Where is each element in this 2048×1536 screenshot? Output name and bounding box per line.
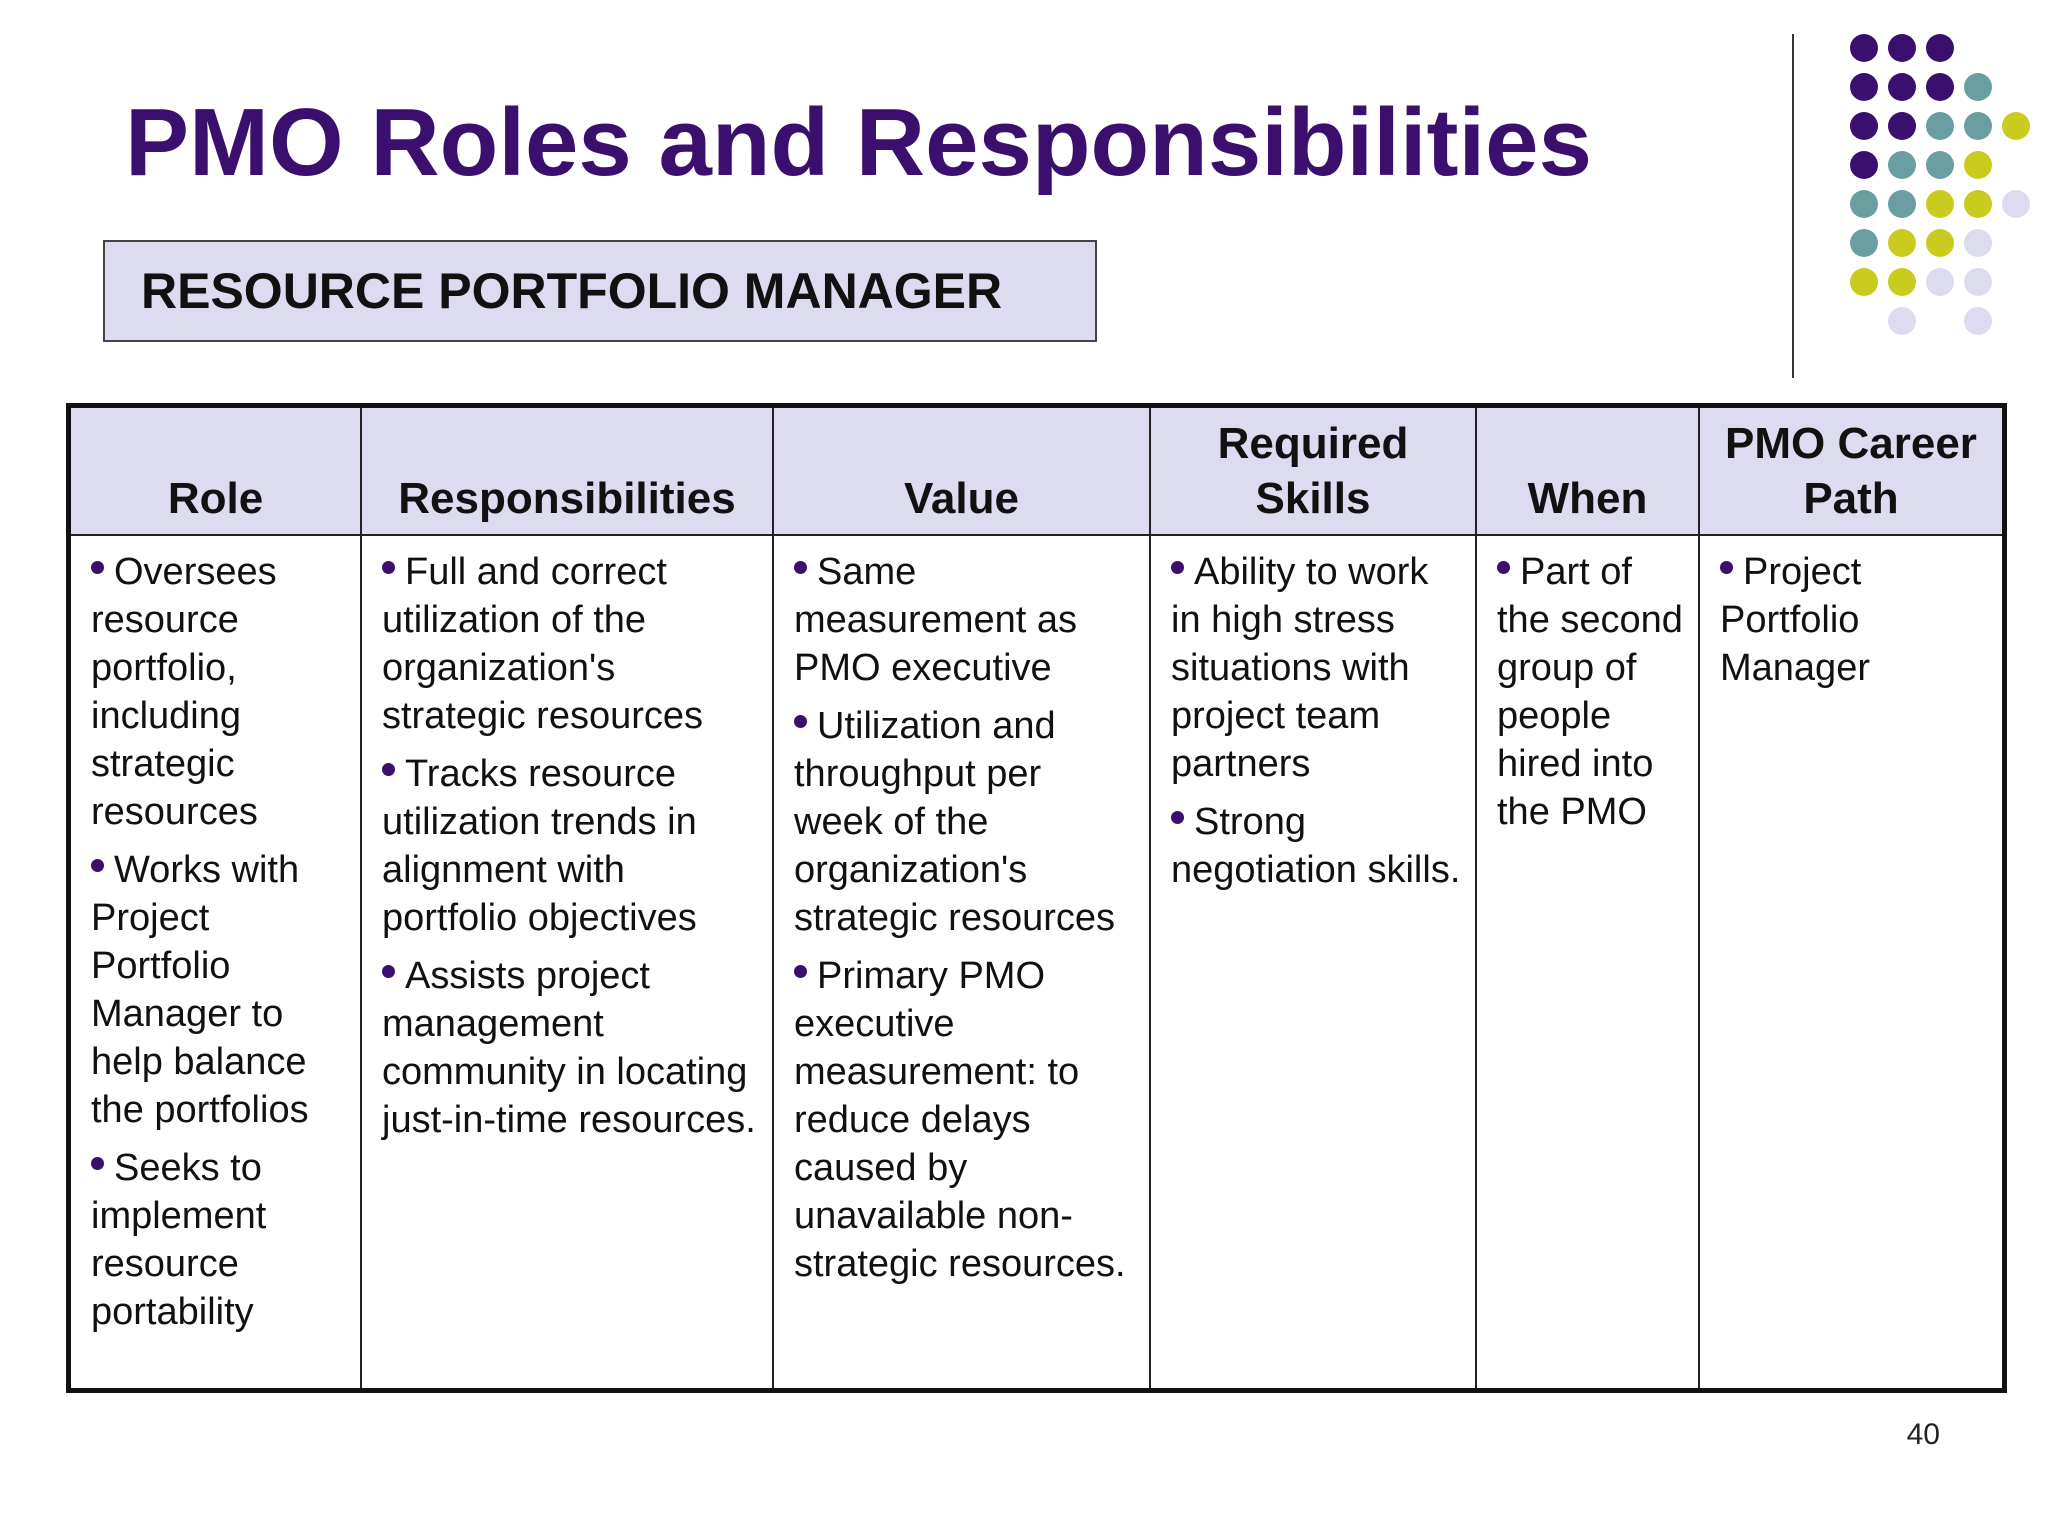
bullet-item: Ability to work in high stress situation… <box>1171 548 1465 788</box>
subtitle: RESOURCE PORTFOLIO MANAGER <box>141 263 1003 319</box>
decorative-dot <box>1888 307 1916 335</box>
bullet-text: Strong negotiation skills. <box>1171 801 1461 891</box>
decorative-dot <box>1888 268 1916 296</box>
bullet-item: Seeks to implement resource portability <box>91 1144 350 1336</box>
bullet-icon <box>1720 561 1733 575</box>
decorative-dot <box>1926 268 1954 296</box>
decorative-dot <box>1888 34 1916 62</box>
header-when: When <box>1477 408 1700 536</box>
decorative-dot <box>1964 229 1992 257</box>
cell-responsibilities: Full and correct utilization of the orga… <box>362 536 774 1388</box>
cell-required-skills: Ability to work in high stress situation… <box>1151 536 1477 1388</box>
decorative-dot <box>1850 34 1878 62</box>
decorative-dot <box>1888 190 1916 218</box>
bullet-item: Part of the second group of people hired… <box>1497 548 1688 836</box>
bullet-item: Full and correct utilization of the orga… <box>382 548 762 740</box>
bullet-text: Same measurement as PMO executive <box>794 551 1078 689</box>
decorative-dot <box>1964 73 1992 101</box>
bullet-text: Utilization and throughput per week of t… <box>794 705 1116 939</box>
bullet-icon <box>1171 561 1184 575</box>
bullet-item: Assists project management community in … <box>382 952 762 1144</box>
bullet-icon <box>382 965 395 979</box>
bullet-icon <box>794 561 807 575</box>
bullet-text: Seeks to implement resource portability <box>91 1147 267 1333</box>
header-career-path: PMO Career Path <box>1700 408 2002 536</box>
decorative-dot <box>1850 268 1878 296</box>
decorative-dot <box>1964 190 1992 218</box>
decorative-dot <box>1850 112 1878 140</box>
bullet-item: Same measurement as PMO executive <box>794 548 1139 692</box>
header-value: Value <box>774 408 1151 536</box>
bullet-text: Assists project management community in … <box>382 955 756 1141</box>
bullet-icon <box>1497 561 1510 575</box>
cell-career-path: Project Portfolio Manager <box>1700 536 2002 1388</box>
bullet-icon <box>382 763 395 777</box>
decorative-dot <box>1850 229 1878 257</box>
bullet-text: Primary PMO executive measurement: to re… <box>794 955 1126 1285</box>
bullet-icon <box>794 715 807 729</box>
bullet-text: Full and correct utilization of the orga… <box>382 551 704 737</box>
bullet-item: Utilization and throughput per week of t… <box>794 702 1139 942</box>
bullet-icon <box>91 1157 104 1171</box>
header-required-skills: Required Skills <box>1151 408 1477 536</box>
bullet-icon <box>794 965 807 979</box>
decorative-dot <box>2002 112 2030 140</box>
header-role: Role <box>71 408 362 536</box>
bullet-item: Project Portfolio Manager <box>1720 548 1992 692</box>
vertical-divider-line <box>1792 34 1794 378</box>
bullet-icon <box>1171 811 1184 825</box>
bullet-item: Tracks resource utilization trends in al… <box>382 750 762 942</box>
decorative-dot <box>1926 73 1954 101</box>
bullet-text: Part of the second group of people hired… <box>1497 551 1683 833</box>
bullet-icon <box>91 859 104 873</box>
decorative-dot <box>1926 190 1954 218</box>
decorative-dot <box>1888 229 1916 257</box>
decorative-dot <box>1926 112 1954 140</box>
bullet-item: Strong negotiation skills. <box>1171 798 1465 894</box>
bullet-item: Works with Project Portfolio Manager to … <box>91 846 350 1134</box>
bullet-text: Project Portfolio Manager <box>1720 551 1870 689</box>
decorative-dot <box>1850 190 1878 218</box>
bullet-text: Ability to work in high stress situation… <box>1171 551 1429 785</box>
header-responsibilities: Responsibilities <box>362 408 774 536</box>
decorative-dot <box>1964 151 1992 179</box>
decorative-dot <box>1888 151 1916 179</box>
bullet-item: Oversees resource portfolio, including s… <box>91 548 350 836</box>
roles-table: Role Responsibilities Value Required Skil… <box>66 403 2007 1393</box>
bullet-icon <box>382 561 395 575</box>
bullet-text: Oversees resource portfolio, including s… <box>91 551 277 833</box>
decorative-dot <box>1926 34 1954 62</box>
decorative-dot <box>1964 268 1992 296</box>
cell-role: Oversees resource portfolio, including s… <box>71 536 362 1388</box>
cell-value: Same measurement as PMO executive Utiliza… <box>774 536 1151 1388</box>
decorative-dot <box>1926 229 1954 257</box>
decorative-dot <box>1888 73 1916 101</box>
decorative-dot <box>1926 151 1954 179</box>
decorative-dot <box>1850 73 1878 101</box>
decorative-dot <box>1964 307 1992 335</box>
page-number: 40 <box>1906 1418 1940 1451</box>
cell-when: Part of the second group of people hired… <box>1477 536 1700 1388</box>
bullet-icon <box>91 561 104 575</box>
decorative-dot <box>1888 112 1916 140</box>
bullet-item: Primary PMO executive measurement: to re… <box>794 952 1139 1288</box>
bullet-text: Tracks resource utilization trends in al… <box>382 753 697 939</box>
bullet-text: Works with Project Portfolio Manager to … <box>91 849 309 1131</box>
decorative-dot <box>1850 151 1878 179</box>
decorative-dot <box>1964 112 1992 140</box>
subtitle-box: RESOURCE PORTFOLIO MANAGER <box>103 240 1097 342</box>
slide-title: PMO Roles and Responsibilities <box>125 89 1592 196</box>
decorative-dot <box>2002 190 2030 218</box>
